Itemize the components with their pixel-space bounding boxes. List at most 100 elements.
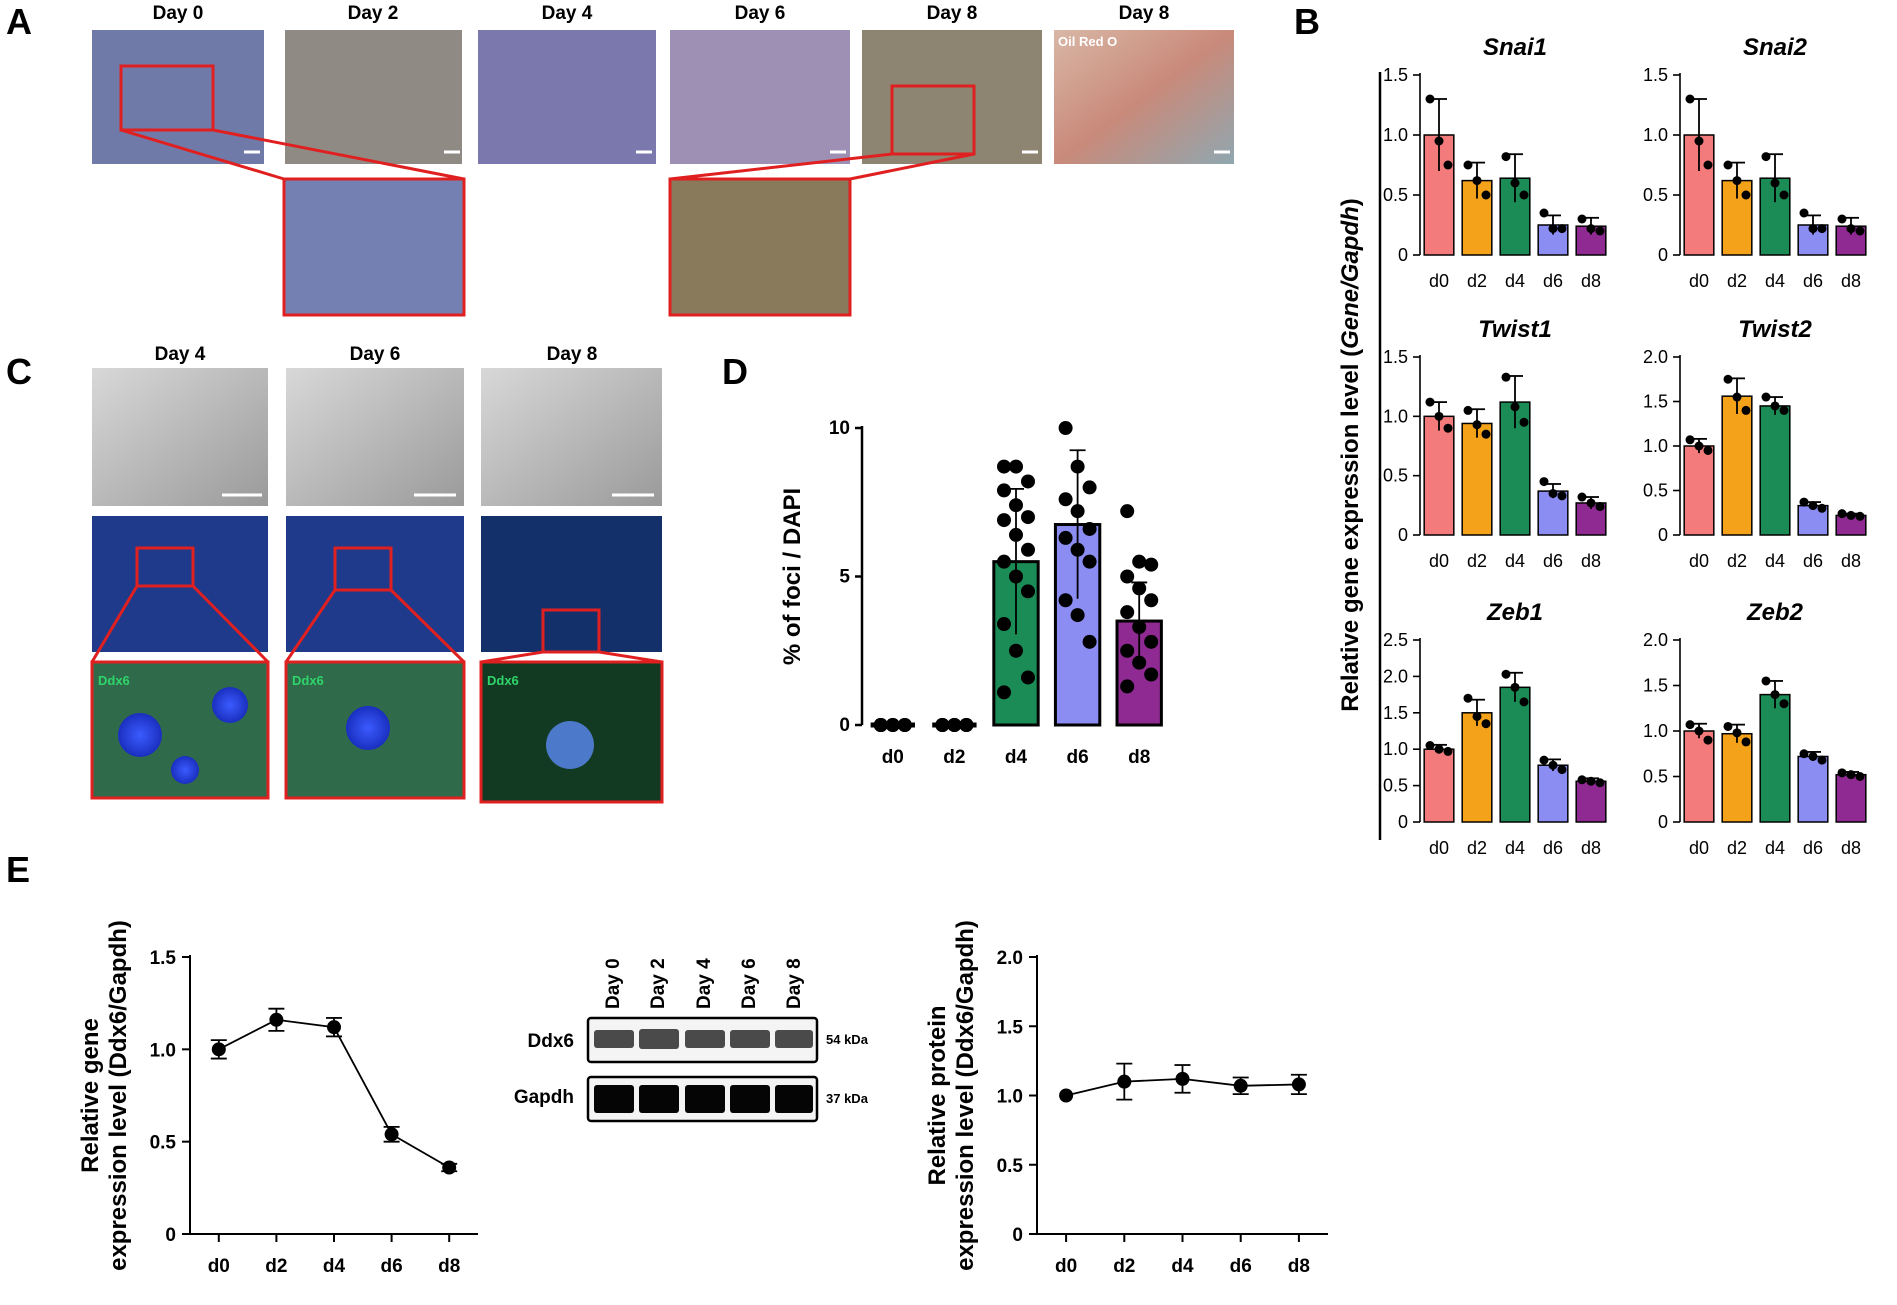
data-point bbox=[1443, 423, 1453, 433]
x-tick-label: d8 bbox=[1581, 271, 1601, 291]
micrograph-day8-oil-red bbox=[1054, 30, 1234, 164]
x-tick-label: d6 bbox=[1067, 747, 1089, 768]
y-tick-label: 2.5 bbox=[1383, 630, 1408, 650]
zoom-image-day0 bbox=[282, 177, 466, 317]
data-point bbox=[1685, 94, 1695, 104]
y-tick-label: 1.0 bbox=[1643, 721, 1668, 741]
data-point bbox=[1009, 527, 1023, 542]
data-point bbox=[1120, 569, 1135, 584]
data-point bbox=[1472, 176, 1482, 186]
zoom-box-c8 bbox=[541, 608, 601, 654]
chart-b-twist2: 0 0.5 1.0 1.5 2.0 d0 d2 d4 d6 d8 Twist2 bbox=[1643, 316, 1867, 571]
data-point bbox=[1586, 498, 1596, 508]
data-point bbox=[997, 554, 1011, 569]
series-line bbox=[218, 1018, 450, 1169]
data-point bbox=[1685, 435, 1695, 445]
data-point bbox=[1425, 94, 1435, 104]
y-tick-label: 1.0 bbox=[1383, 125, 1408, 145]
data-point bbox=[1434, 411, 1444, 421]
data-point bbox=[897, 718, 912, 732]
x-tick-label: d2 bbox=[265, 1256, 287, 1277]
micrograph-day2 bbox=[285, 30, 462, 164]
data-point bbox=[1120, 504, 1135, 519]
data-point bbox=[1694, 726, 1704, 736]
data-point bbox=[1144, 667, 1159, 682]
data-point bbox=[1548, 760, 1558, 770]
nucleus bbox=[212, 687, 248, 723]
chart-b-snai1: 0 0.5 1.0 1.5 d0 d2 d4 d6 d8 Snai1 bbox=[1383, 34, 1607, 291]
chart-title: Zeb1 bbox=[1486, 599, 1543, 626]
y-tick-label: 1.5 bbox=[1383, 703, 1408, 723]
data-point bbox=[1144, 634, 1159, 649]
data-point bbox=[269, 1012, 284, 1027]
data-point bbox=[1557, 491, 1567, 501]
data-point bbox=[1817, 755, 1827, 765]
x-tick-label: d0 bbox=[1429, 551, 1449, 571]
nucleus bbox=[171, 756, 199, 784]
data-point bbox=[1694, 441, 1704, 451]
data-point bbox=[1021, 584, 1035, 599]
data-point bbox=[1557, 224, 1567, 234]
data-point bbox=[1732, 176, 1742, 186]
data-point bbox=[1761, 392, 1771, 402]
micrograph-day6 bbox=[670, 30, 850, 164]
x-tick-label: d8 bbox=[1841, 271, 1861, 291]
data-point bbox=[1817, 503, 1827, 513]
data-point bbox=[1548, 488, 1558, 498]
zoom-box-c4 bbox=[135, 546, 195, 588]
panel-letter-e: E bbox=[6, 849, 30, 890]
x-tick-label: d6 bbox=[1543, 838, 1563, 858]
ddx6-label-c6: Ddx6 bbox=[292, 673, 324, 688]
data-point bbox=[1595, 778, 1605, 788]
data-point bbox=[1539, 208, 1549, 218]
y-tick-label: 2.0 bbox=[997, 948, 1023, 969]
data-point bbox=[1058, 530, 1073, 545]
data-point bbox=[1770, 401, 1780, 411]
data-point bbox=[1132, 619, 1147, 634]
data-point bbox=[1732, 392, 1742, 402]
data-point bbox=[1723, 160, 1733, 170]
data-point bbox=[1463, 160, 1473, 170]
data-point bbox=[1009, 459, 1023, 474]
data-point bbox=[1846, 224, 1856, 234]
data-point bbox=[1703, 160, 1713, 170]
x-tick-label: d4 bbox=[1765, 551, 1785, 571]
bar-d2 bbox=[1721, 732, 1753, 823]
zoom-line bbox=[120, 128, 285, 181]
data-point bbox=[1519, 697, 1529, 707]
bar-d0 bbox=[1683, 445, 1715, 536]
data-point bbox=[1434, 136, 1444, 146]
day-label-c-0: Day 4 bbox=[155, 344, 206, 365]
nucleus bbox=[546, 721, 594, 769]
data-point bbox=[997, 513, 1011, 528]
data-point bbox=[1586, 776, 1596, 786]
oil-red-o-label: Oil Red O bbox=[1058, 34, 1117, 49]
x-tick-label: d6 bbox=[381, 1256, 403, 1277]
zoom-line bbox=[598, 650, 663, 664]
y-axis-label: expression level (Ddx6/Gapdh) bbox=[952, 920, 979, 1271]
data-point bbox=[1837, 509, 1847, 519]
y-tick-label: 0 bbox=[1398, 525, 1408, 545]
data-point bbox=[1855, 226, 1865, 236]
data-point bbox=[1519, 417, 1529, 427]
ddx6-label-c8: Ddx6 bbox=[487, 673, 519, 688]
y-tick-label: 2.0 bbox=[1643, 630, 1668, 650]
x-tick-label: d4 bbox=[1765, 271, 1785, 291]
y-tick-label: 1.5 bbox=[1643, 392, 1668, 412]
x-tick-label: d8 bbox=[438, 1256, 460, 1277]
chart-e-gene: 0 0.5 1.0 1.5 d0 d2 d4 d6 d8 Relative gene express… bbox=[77, 920, 478, 1277]
x-tick-label: d2 bbox=[1727, 838, 1747, 858]
y-tick-label: 1.0 bbox=[997, 1087, 1023, 1108]
y-tick-label: 0.5 bbox=[1383, 466, 1408, 486]
nucleus bbox=[346, 706, 390, 750]
fluor-image-day8 bbox=[481, 516, 662, 652]
y-tick-label: 1.0 bbox=[1643, 125, 1668, 145]
y-axis-label: expression level (Ddx6/Gapdh) bbox=[105, 920, 132, 1271]
panel-letter-b: B bbox=[1294, 1, 1320, 42]
blot-size-gapdh: 37 kDa bbox=[826, 1091, 869, 1106]
data-point bbox=[1058, 492, 1073, 507]
bar-d0 bbox=[1683, 730, 1715, 823]
data-point bbox=[384, 1127, 399, 1142]
data-point bbox=[1021, 474, 1035, 489]
x-tick-label: d4 bbox=[1505, 551, 1525, 571]
